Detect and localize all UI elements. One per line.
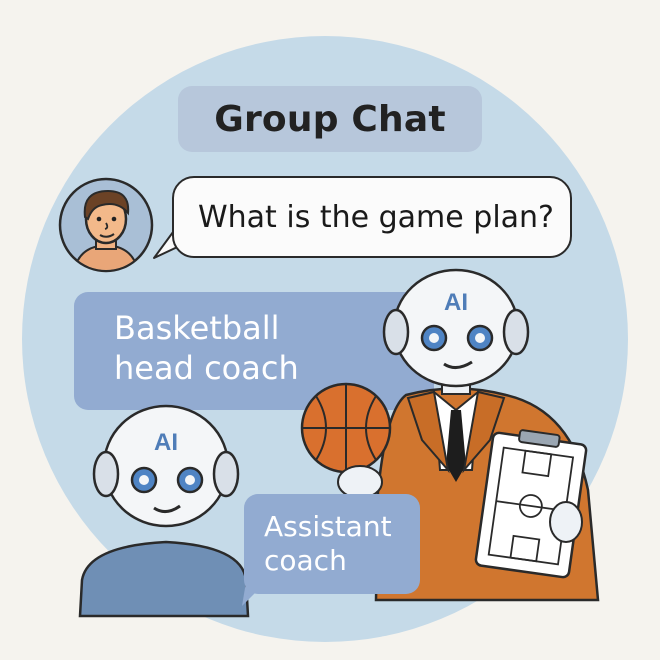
assistant-badge-text: AI bbox=[154, 429, 178, 456]
clipboard-court-icon bbox=[474, 429, 588, 579]
head-coach-message-bubble: Basketball head coach bbox=[74, 292, 434, 410]
assistant-coach-message-bubble: Assistant coach bbox=[244, 494, 420, 594]
head-coach-badge-text: AI bbox=[444, 289, 468, 316]
user-message-text: What is the game plan? bbox=[198, 199, 554, 235]
assistant-coach-message-text: Assistant coach bbox=[264, 510, 392, 577]
user-avatar-icon bbox=[58, 177, 154, 273]
user-message-bubble: What is the game plan? bbox=[172, 176, 572, 258]
robot-assistant-icon: AI bbox=[78, 404, 250, 618]
chat-title: Group Chat bbox=[178, 86, 482, 152]
chat-title-text: Group Chat bbox=[214, 98, 446, 140]
basketball-icon bbox=[300, 382, 392, 474]
robot-head-coach-icon: AI bbox=[300, 268, 600, 602]
head-coach-message-text: Basketball head coach bbox=[114, 309, 299, 387]
